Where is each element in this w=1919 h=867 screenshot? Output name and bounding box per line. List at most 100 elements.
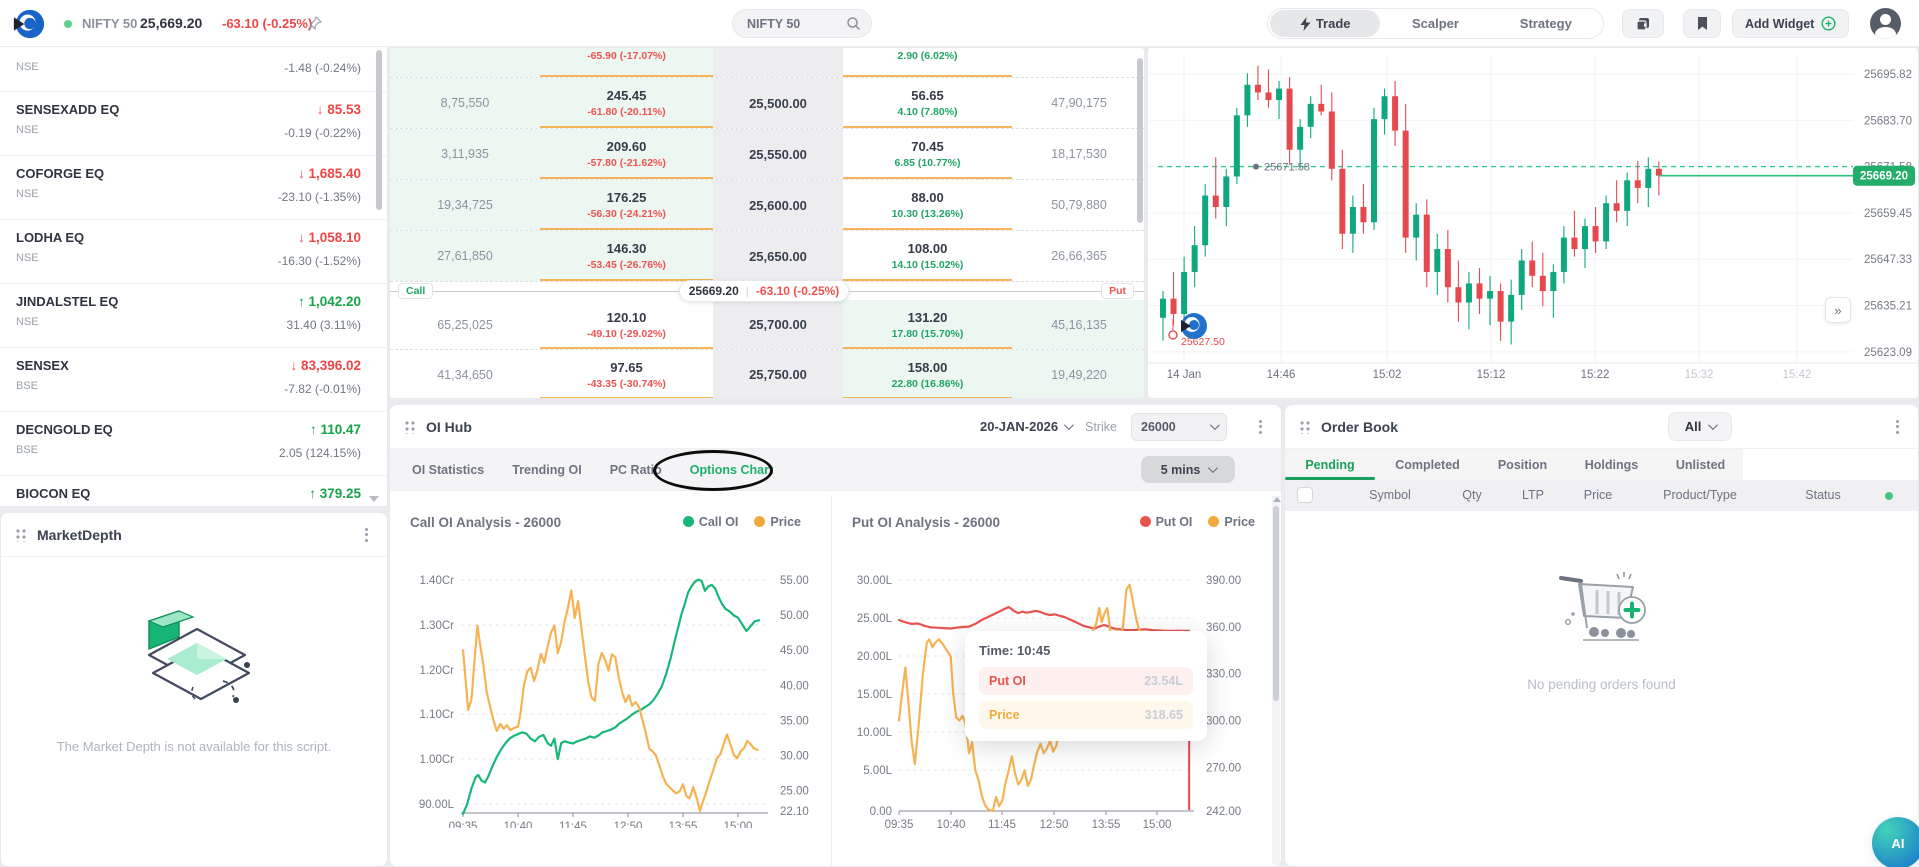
- call-ltp: 245.45: [606, 88, 647, 103]
- oi-hub-tab-trending-oi[interactable]: Trending OI: [512, 462, 582, 477]
- order-column-ltp[interactable]: LTP: [1522, 488, 1544, 502]
- order-column-price[interactable]: Price: [1583, 488, 1613, 502]
- drag-handle-icon[interactable]: [15, 527, 27, 542]
- watchlist-row[interactable]: JINDALSTEL EQ NSE ↑ 1,042.20 31.40 (3.11%): [0, 284, 387, 348]
- oi-hub-scrollbar-thumb[interactable]: [1273, 506, 1279, 701]
- oi-hub-tab-oi-statistics[interactable]: OI Statistics: [412, 462, 485, 477]
- legend-item[interactable]: Call OI: [682, 515, 738, 529]
- watchlist-exchange: NSE: [16, 316, 39, 328]
- ticker-change: -63.10 (-0.25%): [222, 16, 313, 31]
- drag-handle-icon[interactable]: [404, 419, 416, 434]
- order-column-symbol[interactable]: Symbol: [1369, 488, 1411, 502]
- watchlist-row[interactable]: SENSEX BSE ↓ 83,396.02 -7.82 (-0.01%): [0, 348, 387, 412]
- panels-button[interactable]: [1622, 9, 1664, 38]
- chart-expand-button[interactable]: »: [1825, 297, 1851, 323]
- order-column-status[interactable]: Status: [1805, 488, 1841, 502]
- bookmark-button[interactable]: [1683, 9, 1721, 38]
- status-filter-dot[interactable]: [1885, 492, 1893, 500]
- watchlist-exchange: BSE: [16, 380, 39, 392]
- svg-text:25635.21: 25635.21: [1864, 301, 1912, 313]
- order-column-product-type[interactable]: Product/Type: [1663, 488, 1737, 502]
- chart-tooltip: Time: 10:45 Put OI 23.54L Price 318.65: [965, 631, 1207, 741]
- put-change: 14.10 (15.02%): [891, 259, 964, 271]
- oi-bar-line: [843, 228, 1012, 230]
- legend-dot-icon: [1208, 516, 1220, 527]
- add-widget-button[interactable]: Add Widget: [1732, 9, 1850, 38]
- expiry-dropdown[interactable]: 20-JAN-2026: [980, 419, 1074, 434]
- mode-tab-label: Strategy: [1519, 16, 1572, 31]
- svg-text:11:45: 11:45: [988, 819, 1016, 828]
- oi-hub-tab-pc-ratio[interactable]: PC Ratio: [609, 462, 662, 477]
- candlestick-chart[interactable]: 25695.82 25683.70 25671.58 25659.45 25647.33…: [1148, 48, 1918, 398]
- oi-hub-tab-options-chart[interactable]: Options Chart: [689, 462, 774, 477]
- select-all-checkbox[interactable]: [1297, 487, 1313, 503]
- search-input[interactable]: NIFTY 50: [732, 9, 872, 38]
- option-chain-cell: 25,650.00: [713, 231, 843, 281]
- tooltip-row: Put OI 23.54L: [979, 667, 1193, 695]
- kebab-menu-icon[interactable]: [1890, 417, 1904, 436]
- watchlist-row[interactable]: LODHA EQ NSE ↓ 1,058.10 -16.30 (-1.52%): [0, 220, 387, 284]
- watchlist-scrollbar[interactable]: [376, 50, 382, 210]
- order-book-tab-pending[interactable]: Pending: [1285, 449, 1375, 480]
- order-book-tab-unlisted[interactable]: Unlisted: [1675, 457, 1726, 472]
- option-chain-row[interactable]: 3,11,935 209.60 -57.80 (-21.62%) 25,550.00 7…: [390, 129, 1144, 180]
- option-chain-row[interactable]: 8,75,550 245.45 -61.80 (-20.11%) 25,500.00 5…: [390, 78, 1144, 129]
- mode-tab-trade[interactable]: Trade: [1270, 10, 1381, 37]
- ai-assistant-button[interactable]: AI: [1872, 817, 1919, 867]
- option-chain-panel: -65.90 (-17.07%) 2.90 (6.02%) 8,75,550 245.…: [389, 47, 1145, 399]
- ticker-symbol: NIFTY 50: [82, 16, 138, 31]
- mode-tab-scalper[interactable]: Scalper: [1380, 10, 1490, 37]
- watchlist-row[interactable]: DECNGOLD EQ BSE ↑ 110.47 2.05 (124.15%): [0, 412, 387, 476]
- call-ltp: 176.25: [606, 190, 647, 205]
- legend-item[interactable]: Put OI: [1139, 515, 1192, 529]
- mode-tab-strategy[interactable]: Strategy: [1491, 10, 1601, 37]
- pin-icon[interactable]: [308, 16, 322, 30]
- option-chain-row[interactable]: 41,34,650 97.65 -43.35 (-30.74%) 25,750.00 1…: [390, 350, 1144, 398]
- oi-bar-line: [843, 177, 1012, 179]
- order-column-qty[interactable]: Qty: [1462, 488, 1482, 502]
- kebab-menu-icon[interactable]: [1253, 417, 1267, 436]
- call-oi-line-chart[interactable]: 1.40Cr 1.30Cr 1.20Cr 1.10Cr 1.00Cr 90.00L 55.0…: [390, 545, 831, 828]
- legend-dot-icon: [754, 516, 766, 527]
- option-chain-scrollbar[interactable]: [1137, 58, 1143, 223]
- order-filter-dropdown[interactable]: All: [1668, 412, 1733, 441]
- brand-logo-icon[interactable]: [12, 7, 46, 41]
- kebab-menu-icon[interactable]: [359, 525, 373, 544]
- drag-handle-icon[interactable]: [1299, 419, 1311, 434]
- watchlist-row[interactable]: SENSEXADD EQ NSE ↓ 85.53 -0.19 (-0.22%): [0, 92, 387, 156]
- svg-text:15:00: 15:00: [724, 821, 753, 828]
- strike-price: 25,750.00: [749, 367, 807, 382]
- order-book-tab-completed[interactable]: Completed: [1395, 457, 1460, 472]
- watchlist-row[interactable]: COFORGE EQ NSE ↓ 1,685.40 -23.10 (-1.35%): [0, 156, 387, 220]
- option-chain-row[interactable]: 19,34,725 176.25 -56.30 (-24.21%) 25,600.00…: [390, 180, 1144, 231]
- order-book-tab-holdings[interactable]: Holdings: [1584, 457, 1639, 472]
- option-chain-cell: 108.00 14.10 (15.02%): [843, 231, 1012, 281]
- option-chain-row[interactable]: -65.90 (-17.07%) 2.90 (6.02%): [390, 48, 1144, 78]
- put-ltp: 108.00: [907, 241, 948, 256]
- tooltip-time: Time: 10:45: [979, 643, 1051, 658]
- order-book-tab-position[interactable]: Position: [1497, 457, 1548, 472]
- call-oi: 27,61,850: [437, 249, 493, 263]
- oi-hub-scroll-up-icon[interactable]: [1273, 497, 1281, 502]
- watchlist-row[interactable]: BIOCON EQ ↑ 379.25: [0, 476, 387, 506]
- watchlist-row[interactable]: NSE -1.48 (-0.24%): [0, 47, 387, 92]
- svg-text:15:00: 15:00: [1143, 819, 1172, 828]
- watchlist-scroll-down-icon[interactable]: [369, 496, 379, 502]
- oi-hub-title: OI Hub: [426, 418, 472, 435]
- oi-bar-line: [540, 228, 713, 230]
- put-oi-line-chart[interactable]: 30.00L 25.00L 20.00L 15.00L 10.00L 5.00L 0.00 3…: [832, 545, 1282, 828]
- profile-avatar[interactable]: [1870, 8, 1901, 39]
- svg-text:1.00Cr: 1.00Cr: [419, 754, 454, 766]
- legend-item[interactable]: Price: [754, 515, 801, 529]
- option-chain-row[interactable]: 27,61,850 146.30 -53.45 (-26.76%) 25,650.00…: [390, 231, 1144, 282]
- legend-item[interactable]: Price: [1208, 515, 1255, 529]
- strike-price: 25,500.00: [749, 95, 807, 111]
- interval-dropdown[interactable]: 5 mins: [1141, 456, 1235, 483]
- svg-text:10:40: 10:40: [504, 821, 533, 828]
- watchlist-change: -0.19 (-0.22%): [284, 126, 361, 140]
- call-ltp: 209.60: [606, 139, 647, 154]
- watchlist-symbol: JINDALSTEL EQ: [16, 294, 119, 309]
- strike-select[interactable]: 26000: [1131, 412, 1227, 441]
- watchlist-exchange: NSE: [16, 124, 39, 136]
- option-chain-row[interactable]: 65,25,025 120.10 -49.10 (-29.02%) 25,700.00…: [390, 300, 1144, 350]
